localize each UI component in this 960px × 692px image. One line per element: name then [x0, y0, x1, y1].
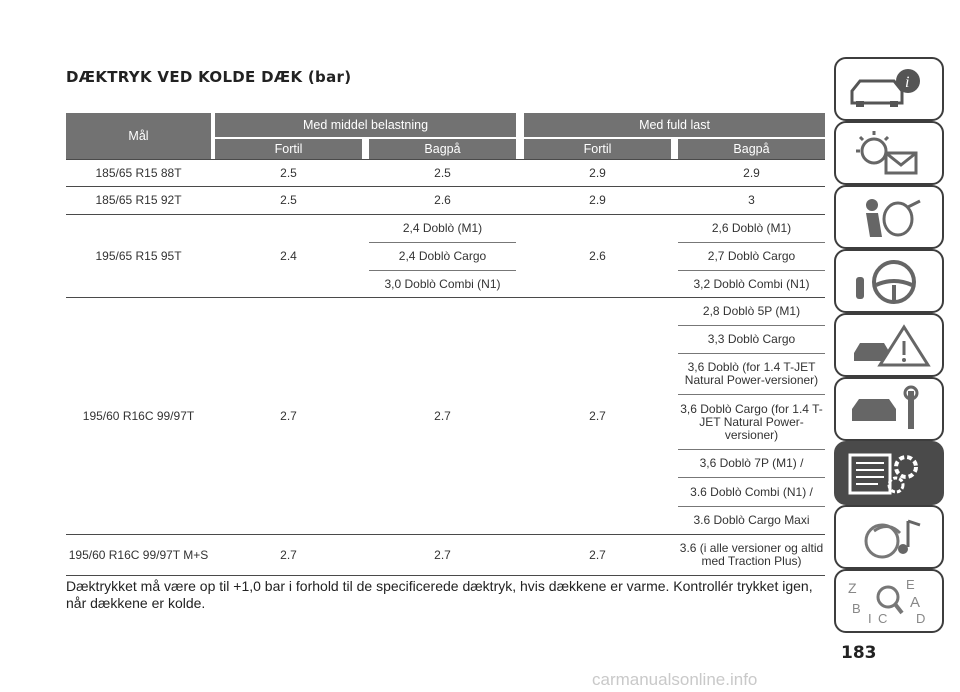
row4-full-rear-7p: 3,6 Doblò 7P (M1) / — [699, 456, 804, 470]
sub-divider — [678, 270, 825, 271]
sub-divider — [678, 506, 825, 507]
header-front-full: Fortil — [524, 139, 671, 159]
airbag-safety-icon — [866, 199, 921, 237]
footnote: Dæktrykket må være op til +1,0 bar i for… — [66, 578, 813, 611]
tab-multimedia[interactable] — [834, 505, 944, 569]
row3-medium-rear-combi: 3,0 Doblò Combi (N1) — [384, 276, 501, 291]
technical-data-gears-icon — [848, 453, 918, 495]
header-rear-full: Bagpå — [678, 139, 825, 159]
row1-medium-front: 2.5 — [280, 165, 297, 180]
sub-divider — [369, 270, 516, 271]
row4-full-rear-cargo-tjet: 3,6 Doblò Cargo (for 1.4 T-JET Natural P… — [680, 401, 823, 442]
row3-full-rear-m1: 2,6 Doblò (M1) — [711, 221, 792, 235]
row3-full-front: 2.6 — [589, 248, 606, 263]
alphabetical-index-icon: Z E B A I C D — [848, 577, 925, 626]
row-divider — [66, 214, 825, 215]
header-rear-full-label: Bagpå — [733, 142, 770, 156]
page-title: DÆKTRYK VED KOLDE DÆK (bar) — [66, 68, 352, 86]
svg-text:I: I — [868, 611, 872, 626]
emergency-warning-triangle-icon — [854, 324, 931, 367]
sub-divider — [369, 242, 516, 243]
car-info-icon: i — [850, 69, 920, 107]
page-number: 183 — [841, 643, 877, 663]
svg-text:B: B — [852, 601, 861, 616]
row4-size: 195/60 R16C 99/97T — [82, 408, 195, 423]
row-divider — [66, 534, 825, 535]
row3-full-rear-cargo: 2,7 Doblò Cargo — [707, 249, 796, 263]
sub-divider — [678, 325, 825, 326]
header-size-label: Mål — [128, 129, 149, 143]
row2-medium-front: 2.5 — [280, 193, 297, 207]
header-rear-medium: Bagpå — [369, 139, 516, 159]
row3-medium-rear-m1: 2,4 Doblò (M1) — [402, 221, 483, 235]
row2-full-rear: 3 — [748, 193, 755, 207]
row4-full-front: 2.7 — [589, 408, 606, 423]
svg-text:E: E — [906, 577, 915, 592]
row-divider — [66, 575, 825, 576]
svg-text:C: C — [878, 611, 887, 626]
header-front-medium-label: Fortil — [274, 142, 303, 156]
row5-full-rear: 3.6 (i alle versioner og altid med Tract… — [679, 541, 824, 568]
row4-medium-rear: 2.7 — [434, 408, 451, 423]
row2-medium-rear: 2.6 — [434, 193, 451, 207]
row-divider — [66, 186, 825, 187]
row2-size: 185/65 R15 92T — [95, 193, 182, 207]
row4-medium-front: 2.7 — [280, 408, 297, 423]
sub-divider — [678, 394, 825, 395]
tab-maintenance[interactable] — [834, 377, 944, 441]
car-maintenance-wrench-icon — [852, 385, 919, 429]
multimedia-music-icon — [864, 519, 921, 559]
row2-full-front: 2.9 — [589, 193, 606, 207]
row4-full-rear-tjet: 3,6 Doblò (for 1.4 T-JET Natural Power-v… — [684, 360, 819, 387]
row4-full-rear-combi: 3.6 Doblò Combi (N1) / — [690, 484, 813, 499]
svg-text:Z: Z — [848, 580, 857, 596]
header-group-medium: Med middel belastning — [215, 113, 516, 137]
row1-full-rear: 2.9 — [743, 165, 760, 180]
header-size: Mål — [66, 113, 211, 159]
tab-emergency[interactable] — [834, 313, 944, 377]
svg-text:D: D — [916, 611, 925, 626]
sub-divider — [678, 353, 825, 354]
row4-full-rear-5p: 2,8 Doblò 5P (M1) — [702, 304, 801, 318]
row4-full-rear-cargo: 3,3 Doblò Cargo — [707, 332, 796, 346]
header-group-full: Med fuld last — [524, 113, 825, 137]
header-group-medium-label: Med middel belastning — [302, 118, 429, 132]
sub-divider — [678, 449, 825, 450]
row1-size: 185/65 R15 88T — [95, 165, 182, 180]
watermark: carmanualsonline.info — [592, 670, 758, 689]
row1-medium-rear: 2.5 — [434, 165, 451, 180]
header-front-full-label: Fortil — [583, 142, 612, 156]
sub-divider — [678, 477, 825, 478]
header-group-full-label: Med fuld last — [639, 118, 710, 132]
tab-technical-data[interactable] — [834, 441, 944, 505]
row5-size: 195/60 R16C 99/97T M+S — [68, 547, 209, 562]
row1-full-front: 2.9 — [589, 165, 606, 180]
tab-index[interactable]: Z E B A I C D — [834, 569, 944, 633]
row3-medium-rear-cargo: 2,4 Doblò Cargo — [398, 249, 487, 263]
row5-medium-rear: 2.7 — [434, 547, 451, 562]
sub-divider — [678, 242, 825, 243]
svg-text:i: i — [905, 74, 909, 91]
tab-car-info[interactable]: i — [834, 57, 944, 121]
row3-full-rear-combi: 3,2 Doblò Combi (N1) — [693, 276, 810, 291]
tab-driving[interactable] — [834, 249, 944, 313]
warning-light-mail-icon — [856, 131, 918, 175]
steering-wheel-key-icon — [856, 260, 916, 304]
row5-full-front: 2.7 — [589, 547, 606, 562]
header-rear-medium-label: Bagpå — [424, 142, 461, 156]
svg-text:A: A — [910, 594, 920, 611]
row3-medium-front: 2.4 — [280, 248, 297, 263]
tab-warning-lights[interactable] — [834, 121, 944, 185]
row-divider — [66, 159, 825, 160]
tab-safety[interactable] — [834, 185, 944, 249]
header-front-medium: Fortil — [215, 139, 362, 159]
row4-full-rear-maxi: 3.6 Doblò Cargo Maxi — [693, 513, 810, 527]
row3-size: 195/65 R15 95T — [95, 248, 182, 263]
row5-medium-front: 2.7 — [280, 547, 297, 562]
row-divider — [66, 297, 825, 298]
